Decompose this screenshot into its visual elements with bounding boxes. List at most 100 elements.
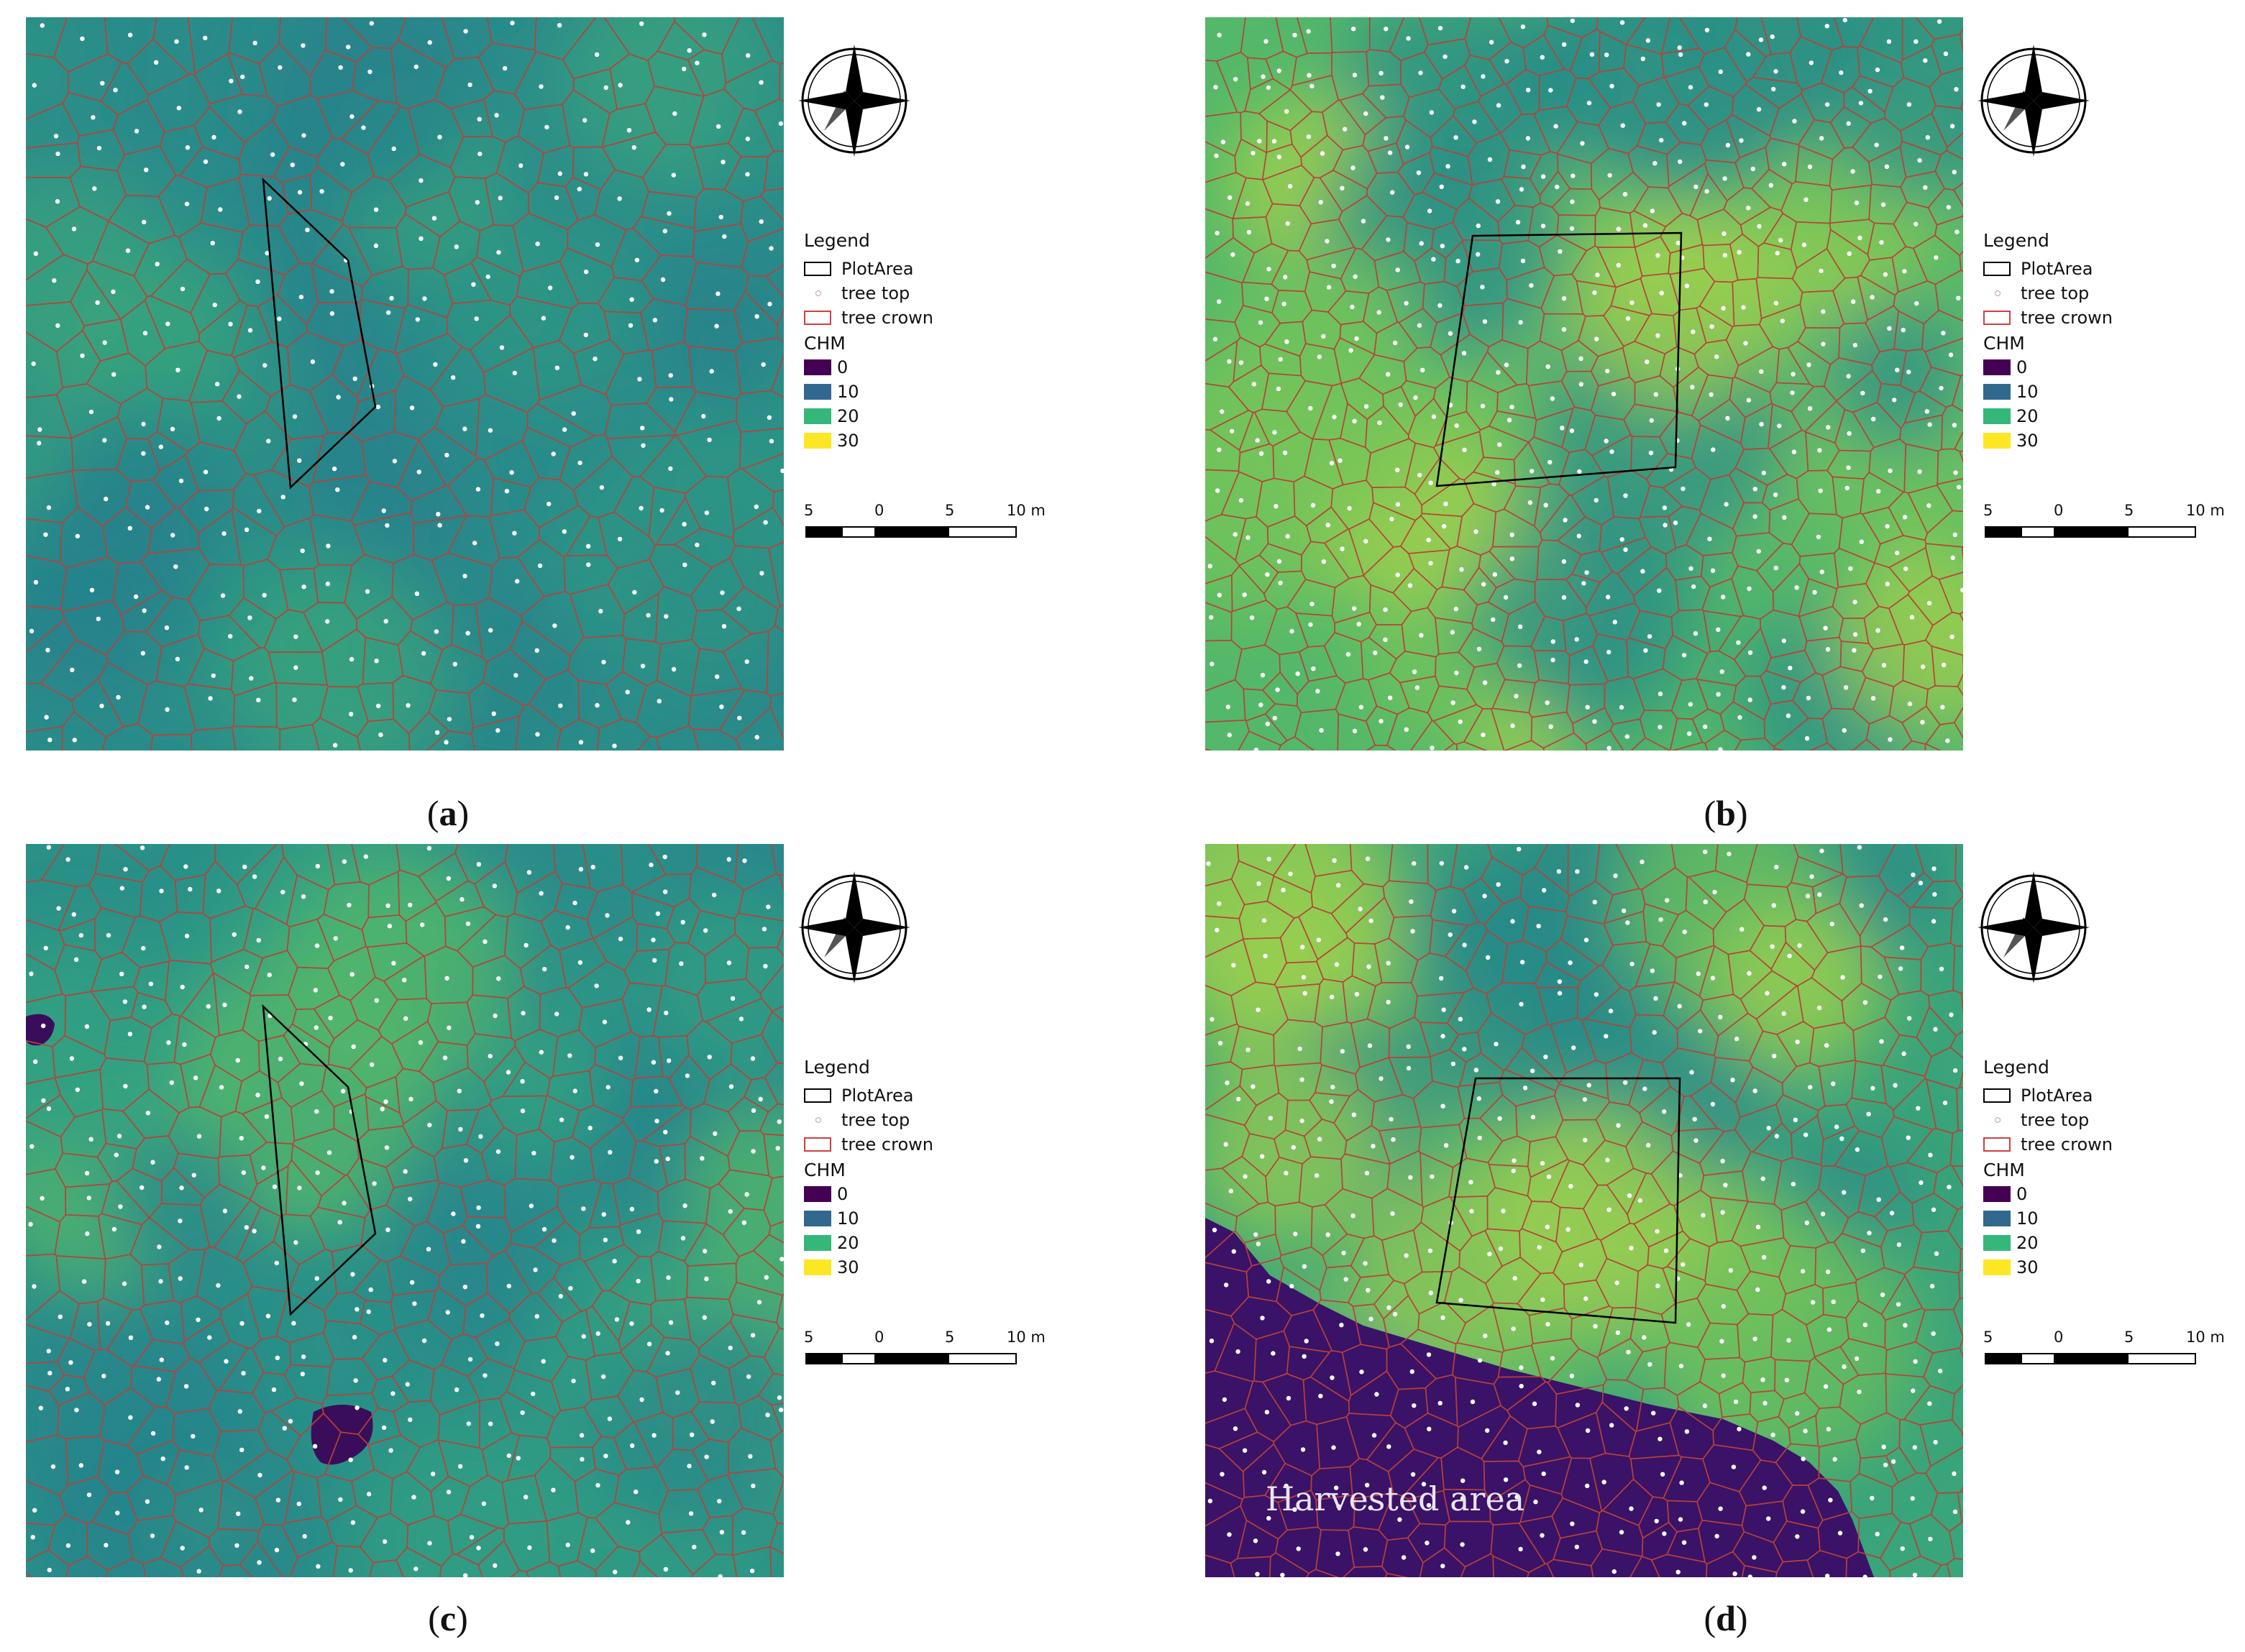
tree-top [1862,1322,1868,1328]
tree-top [1920,720,1925,725]
tree-top [472,541,477,546]
tree-top [1760,1377,1765,1382]
tree-top [1238,360,1244,365]
chm-class: 10 [1983,1206,2221,1231]
tree-top [1739,138,1744,143]
tree-top [1481,74,1486,79]
tree-top [1408,1175,1413,1180]
tree-top [1517,847,1522,852]
tree-top [581,1334,586,1339]
tree-top [81,1279,87,1284]
tree-top [618,1055,623,1060]
tree-top [1687,731,1692,736]
tree-top [463,1573,468,1577]
tree-top [29,628,35,633]
tree-top [601,1212,606,1217]
tree-top [1658,725,1663,730]
tree-top [1570,173,1576,178]
tree-top [335,487,340,492]
tree-top [631,145,636,150]
tree-top [1768,183,1774,188]
tree-crown-swatch [1983,1137,2011,1152]
tree-top [662,854,667,860]
tree-crown [1941,404,1963,450]
tree-top [1737,715,1742,720]
tree-top [498,196,503,201]
tree-top [1263,39,1268,44]
tree-top [1569,1373,1575,1379]
tree-top [1609,83,1614,89]
tree-top [1253,1232,1258,1237]
tree-top [338,1497,343,1502]
tree-top [1428,1290,1434,1295]
map-panel-b[interactable] [1205,17,1963,751]
tree-top [1386,237,1391,242]
tree-top [37,441,42,446]
tree-top [1242,1448,1248,1453]
tree-top [389,295,394,300]
tree-top [451,1211,456,1216]
tree-top [1482,894,1487,899]
tree-top [37,427,42,432]
tree-top [1756,549,1761,554]
tree-top [1398,402,1403,408]
tree-top [1292,32,1297,38]
tree-top [1318,1393,1323,1399]
tree-top [1486,955,1491,960]
tree-top [1340,546,1345,551]
tree-top [1619,1530,1624,1535]
tree-top [1847,431,1852,436]
tree-top [551,1487,556,1492]
tree-top [239,1321,244,1326]
tree-top [1859,539,1864,544]
legend-label: PlotArea [2021,1086,2093,1106]
plot-area-swatch [1983,262,2011,276]
tree-top [416,469,421,474]
tree-top [527,1545,532,1551]
tree-top [1264,296,1269,301]
tree-top [1243,1174,1248,1179]
tree-top [1306,134,1312,139]
tree-top [1645,38,1651,43]
map-panel-d[interactable] [1205,844,1963,1577]
scale-segment [2021,1353,2055,1364]
scale-bar: 5 0 5 10 m [1983,502,2228,545]
tree-top [1614,1280,1619,1285]
tree-top [237,394,242,399]
tree-top [262,592,267,598]
tree-top [518,163,523,168]
legend-tree-top: tree top [1983,281,2221,306]
tree-top [1880,202,1886,207]
tree-top [1594,336,1599,341]
tree-top [493,1563,498,1568]
tree-top [1728,1268,1733,1273]
tree-top [1301,975,1307,980]
tree-top [44,715,49,720]
map-panel-a[interactable] [26,17,784,751]
chm-label: 10 [837,1208,859,1229]
tree-top [1888,468,1893,474]
chm-class: 30 [804,428,1041,453]
tree-top [1766,1516,1771,1521]
tree-top [1709,392,1714,398]
tree-top [1675,1569,1681,1574]
tree-top [314,1025,319,1030]
tree-top [1545,1321,1550,1327]
tree-top [1688,566,1693,571]
map-panel-c[interactable] [26,844,784,1577]
tree-top [372,1181,377,1186]
tree-top [618,83,623,88]
tree-top [1299,1077,1304,1083]
tree-top [1821,309,1826,314]
tree-top [523,1495,529,1500]
tree-top [1842,17,1847,23]
tree-top [1266,1279,1271,1284]
tree-top [595,1331,600,1336]
tree-top [1855,1147,1860,1152]
tree-top [1681,653,1687,658]
tree-top [1794,585,1799,590]
tree-top [249,676,254,681]
tree-top [671,666,677,672]
tree-top [741,1220,746,1225]
tree-top [1781,1011,1786,1017]
